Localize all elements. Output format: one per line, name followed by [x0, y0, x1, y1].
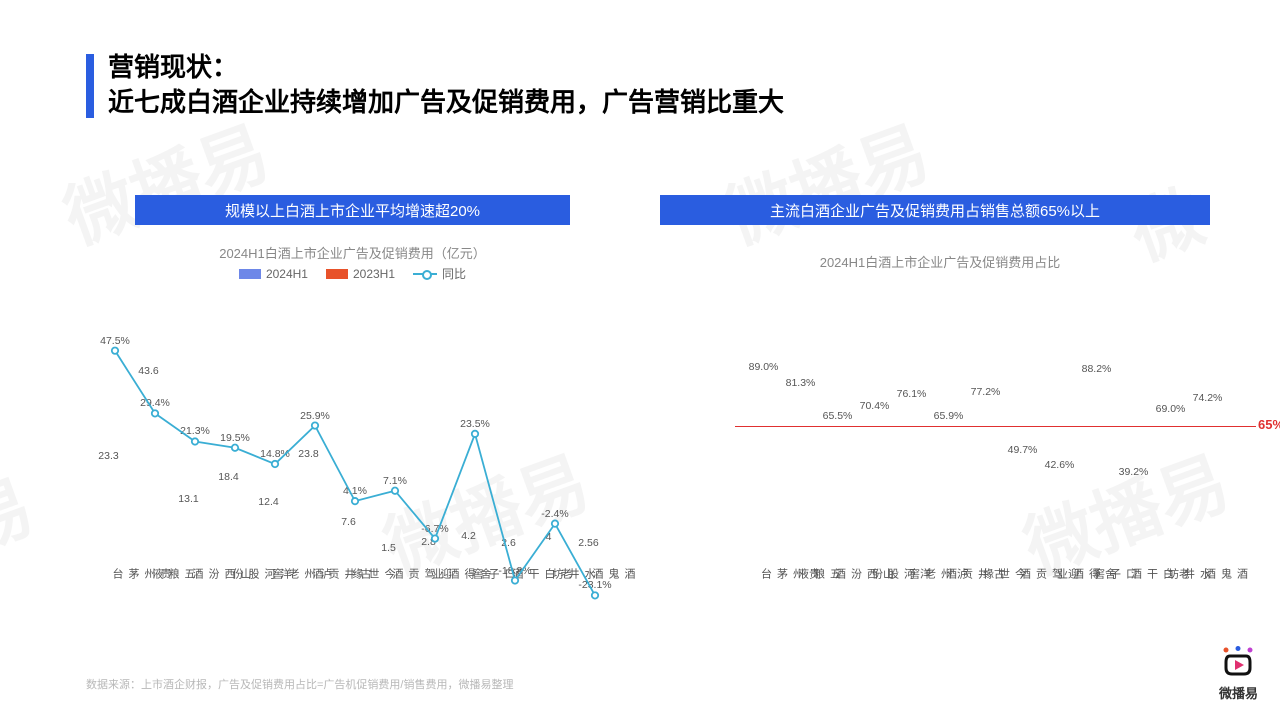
bar-value-label: 69.0% — [1156, 403, 1186, 415]
play-icon — [1220, 646, 1256, 676]
bar-value-label: 70.4% — [860, 400, 890, 412]
reference-line-65 — [735, 426, 1256, 427]
bar-value-label: 42.6% — [1045, 459, 1075, 471]
x-axis-label: 酒鬼酒 — [1202, 568, 1250, 580]
data-source: 数据来源：上市酒企财报，广告及促销费用占比=广告机促销费用/销售费用，微播易整理 — [86, 676, 513, 692]
bar-value-label: 65.9% — [934, 410, 964, 422]
bar-value-label: 77.2% — [971, 386, 1001, 398]
left-chart-line — [0, 0, 1280, 720]
reference-label-65: 65% — [1258, 417, 1280, 432]
bar-value-label: 74.2% — [1193, 392, 1223, 404]
bar-value-label: 88.2% — [1082, 363, 1112, 375]
bar-value-label: 49.7% — [1008, 444, 1038, 456]
bar-value-label: 81.3% — [786, 377, 816, 389]
brand-logo: 微播易 — [1219, 646, 1258, 702]
bar-value-label: 65.5% — [823, 410, 853, 422]
brand-name: 微播易 — [1219, 683, 1258, 702]
bar-value-label: 89.0% — [749, 361, 779, 373]
bar-value-label: 39.2% — [1119, 466, 1149, 478]
bar-value-label: 76.1% — [897, 388, 927, 400]
